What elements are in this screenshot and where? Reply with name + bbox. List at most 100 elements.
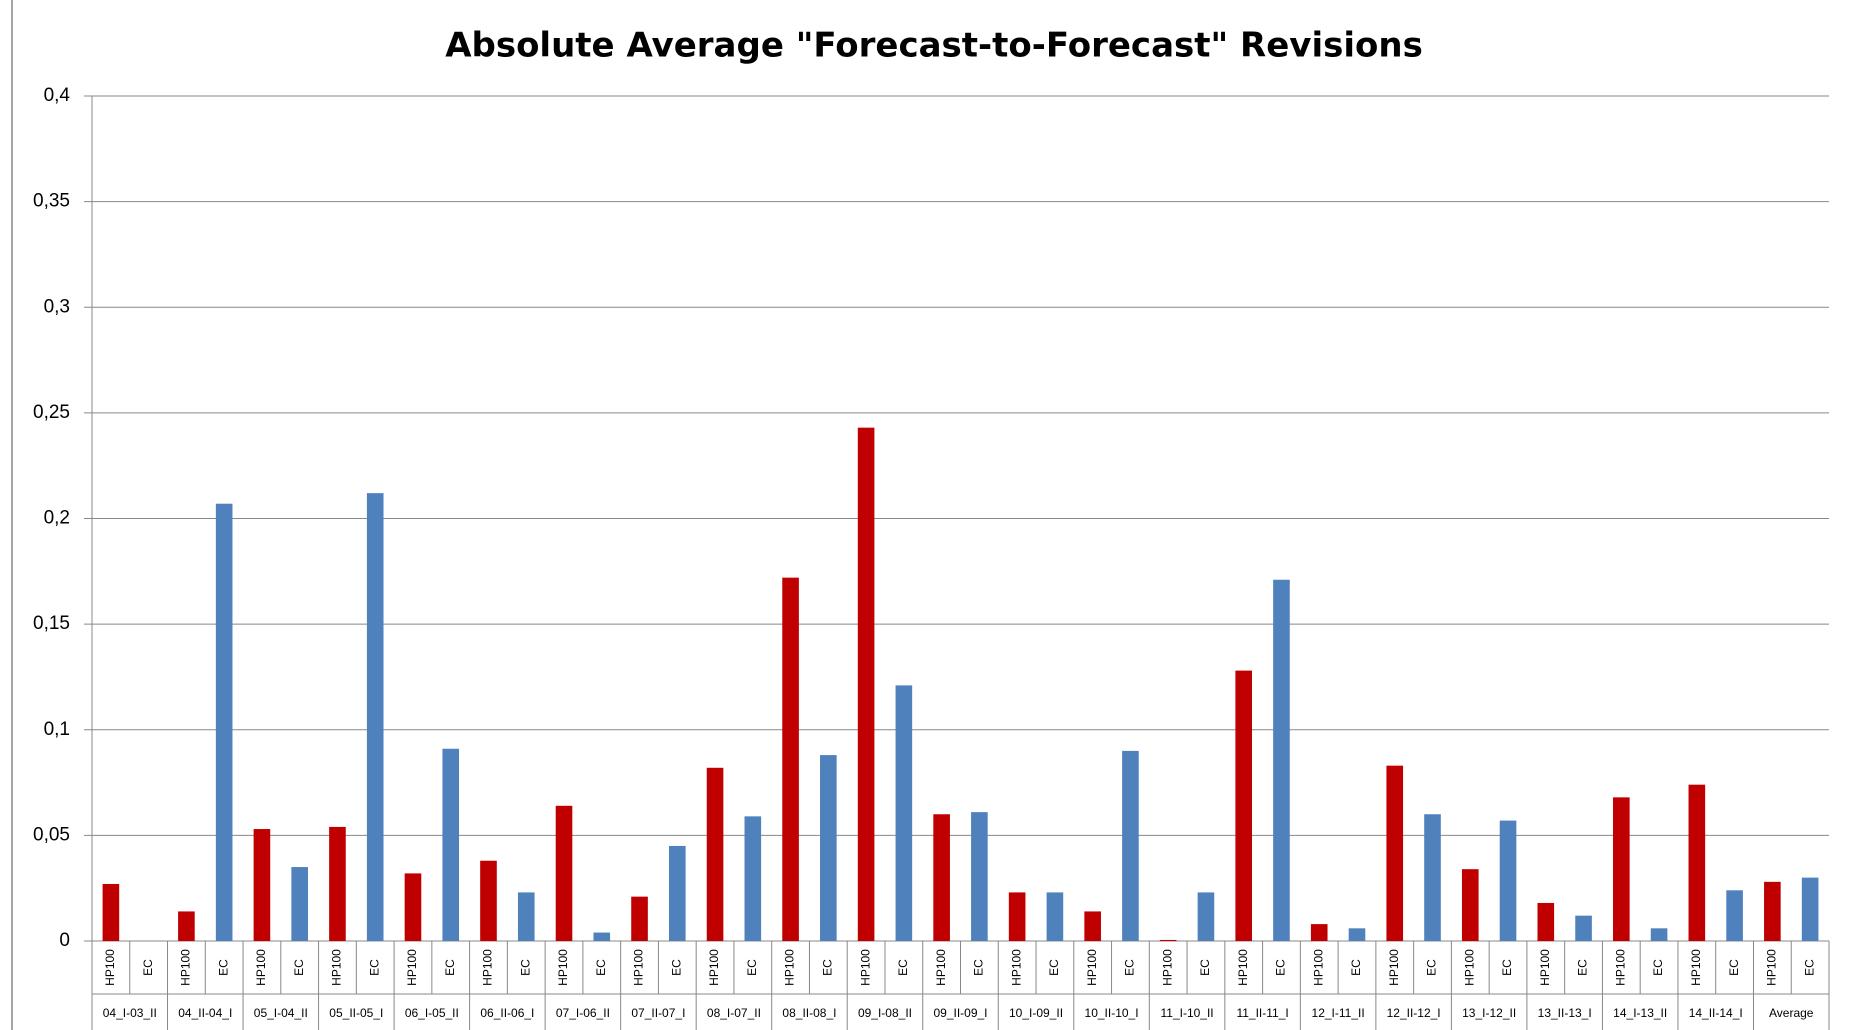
chart-title: Absolute Average "Forecast-to-Forecast" … [445,26,1423,66]
x-sub-label: EC [518,959,532,976]
x-sub-label: HP100 [707,949,721,986]
x-group-label: 09_II-09_I [933,1006,987,1020]
bar [668,845,686,941]
bar [1046,892,1064,941]
x-sub-label: HP100 [858,949,872,986]
x-group-label: 08_I-07_II [707,1006,761,1020]
x-sub-label: HP100 [481,949,495,986]
x-group-label: 14_II-14_I [1689,1006,1743,1020]
x-sub-label: EC [1349,959,1363,976]
x-sub-label: EC [141,959,155,976]
x-sub-label: HP100 [1538,949,1552,986]
bar [1386,765,1404,941]
x-group-label: 05_I-04_II [254,1006,308,1020]
bar [1273,579,1290,941]
x-sub-label: EC [367,959,381,976]
y-tick-label: 0,15 [33,613,70,634]
bar [1197,892,1215,941]
bar [1235,670,1253,941]
x-sub-label: EC [1047,959,1061,976]
bar [517,892,535,941]
bar [1537,902,1555,941]
x-sub-label: HP100 [1009,949,1023,986]
y-tick-label: 0,4 [44,85,71,106]
x-sub-label: EC [1123,959,1137,976]
bar [1008,892,1026,941]
x-group-label: 08_II-08_I [782,1006,836,1020]
bar [253,829,271,941]
x-group-label: 13_I-12_II [1462,1006,1516,1020]
x-sub-label: HP100 [1236,949,1250,986]
bar [857,427,875,942]
x-group-label: 12_II-12_I [1387,1006,1441,1020]
x-sub-label: EC [896,959,910,976]
x-sub-label: HP100 [103,949,117,986]
x-sub-label: HP100 [556,949,570,986]
x-sub-label: HP100 [783,949,797,986]
x-sub-label: HP100 [1689,949,1703,986]
x-group-label: 11_I-10_II [1160,1006,1213,1020]
bar [102,883,120,941]
y-tick-label: 0,1 [44,719,70,740]
x-group-label: Average [1769,1006,1814,1020]
x-group-label: 13_II-13_I [1538,1006,1592,1020]
bar [1122,750,1139,941]
bar [1575,915,1592,941]
x-sub-label: EC [1198,959,1212,976]
x-sub-label: EC [1500,959,1514,976]
x-sub-label: EC [1576,959,1590,976]
bar [933,814,950,941]
bar [215,503,233,941]
x-sub-label: HP100 [934,949,948,986]
bar [480,860,497,941]
bar [744,816,762,941]
x-group-label: 10_II-10_I [1085,1006,1139,1020]
bar [1801,877,1819,941]
x-sub-label: HP100 [1311,949,1325,986]
bar [442,748,460,941]
bar [631,896,648,941]
x-sub-label: EC [1727,959,1741,976]
bar [1461,869,1479,941]
y-tick-label: 0,25 [33,402,70,423]
y-tick-label: 0,2 [44,508,70,529]
bar [404,873,422,941]
x-sub-label: EC [292,959,306,976]
bar [178,911,195,941]
x-sub-label: EC [594,959,608,976]
x-group-label: 05_II-05_I [329,1006,383,1020]
x-sub-label: EC [216,959,230,976]
x-group-label: 12_I-11_II [1312,1006,1365,1020]
x-sub-label: EC [669,959,683,976]
x-group-label: 06_I-05_II [405,1006,459,1020]
x-sub-label: HP100 [1613,949,1627,986]
y-tick-label: 0,35 [33,191,70,212]
x-sub-label: HP100 [179,949,193,986]
x-sub-label: EC [821,959,835,976]
bar [706,767,724,941]
bar [1159,939,1177,941]
x-sub-label: HP100 [330,949,344,986]
y-tick-label: 0 [59,930,70,951]
x-sub-label: HP100 [1765,949,1779,986]
x-sub-label: HP100 [1387,949,1401,986]
x-group-label: 14_I-13_II [1613,1006,1667,1020]
bar [1084,911,1101,941]
x-group-label: 11_II-11_I [1236,1006,1288,1020]
bar [1726,890,1743,941]
x-sub-label: HP100 [1462,949,1476,986]
bar [1688,784,1706,941]
x-sub-label: EC [1274,959,1288,976]
x-group-label: 04_I-03_II [103,1006,157,1020]
x-sub-label: HP100 [632,949,646,986]
bar [820,755,837,941]
x-group-label: 07_I-06_II [556,1006,610,1020]
bar [782,577,799,941]
bar [366,493,384,941]
bar [291,867,308,941]
x-sub-label: HP100 [1085,949,1099,986]
bar [1764,881,1781,941]
bar [593,932,611,941]
bar [555,805,573,941]
